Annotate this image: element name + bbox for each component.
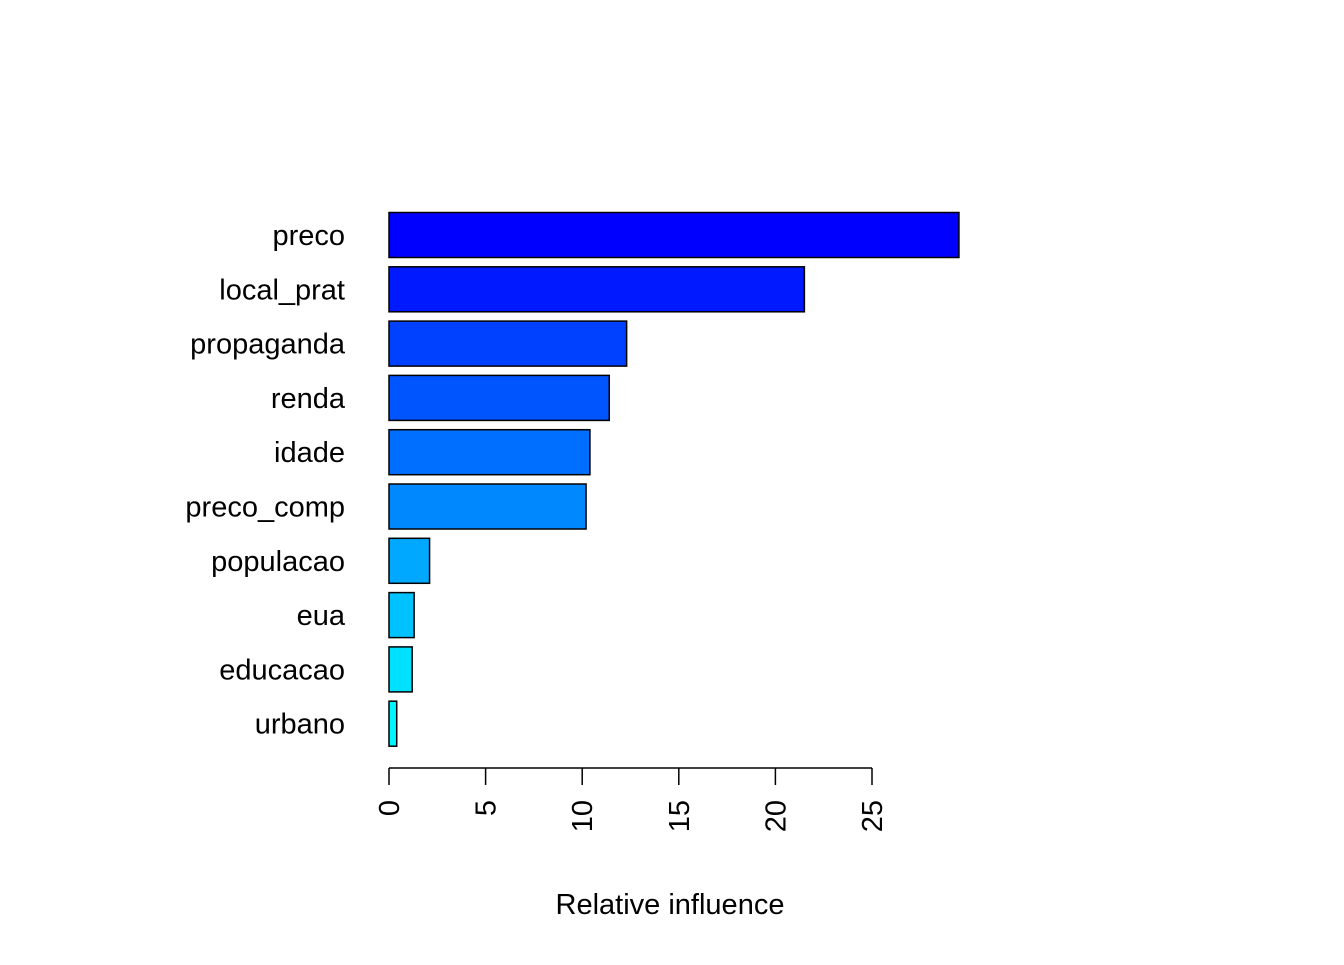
category-label-educacao: educacao — [219, 654, 345, 686]
x-tick-label-25: 25 — [857, 800, 889, 832]
bar-educacao — [388, 646, 413, 693]
x-tick-label-5: 5 — [471, 800, 503, 816]
category-label-local_prat: local_prat — [219, 274, 345, 306]
x-tick-label-0: 0 — [374, 800, 406, 816]
category-label-populacao: populacao — [211, 546, 345, 578]
bar-local_prat — [388, 266, 806, 313]
bar-renda — [388, 374, 610, 422]
category-label-preco_comp: preco_comp — [185, 492, 345, 524]
x-tick-label-20: 20 — [760, 800, 792, 832]
x-axis: 0 5 10 15 20 25 — [374, 767, 889, 832]
category-label-urbano: urbano — [255, 709, 345, 741]
bar-preco — [388, 211, 960, 259]
bar-propaganda — [388, 320, 628, 367]
bar-eua — [388, 591, 415, 639]
bar-urbano — [388, 700, 398, 747]
x-tick-label-15: 15 — [664, 800, 696, 832]
bar-idade — [388, 428, 591, 476]
bar-preco_comp — [388, 483, 587, 530]
category-label-propaganda: propaganda — [190, 329, 346, 361]
x-axis-title: Relative influence — [556, 889, 785, 921]
x-tick-label-10: 10 — [567, 800, 599, 832]
category-label-idade: idade — [274, 437, 345, 469]
category-label-eua: eua — [297, 600, 346, 632]
bars-layer — [388, 211, 960, 747]
category-labels: preco local_prat propaganda renda idade preco… — [185, 220, 345, 741]
bar-populacao — [388, 537, 431, 585]
category-label-preco: preco — [272, 220, 345, 252]
category-label-renda: renda — [271, 383, 346, 415]
